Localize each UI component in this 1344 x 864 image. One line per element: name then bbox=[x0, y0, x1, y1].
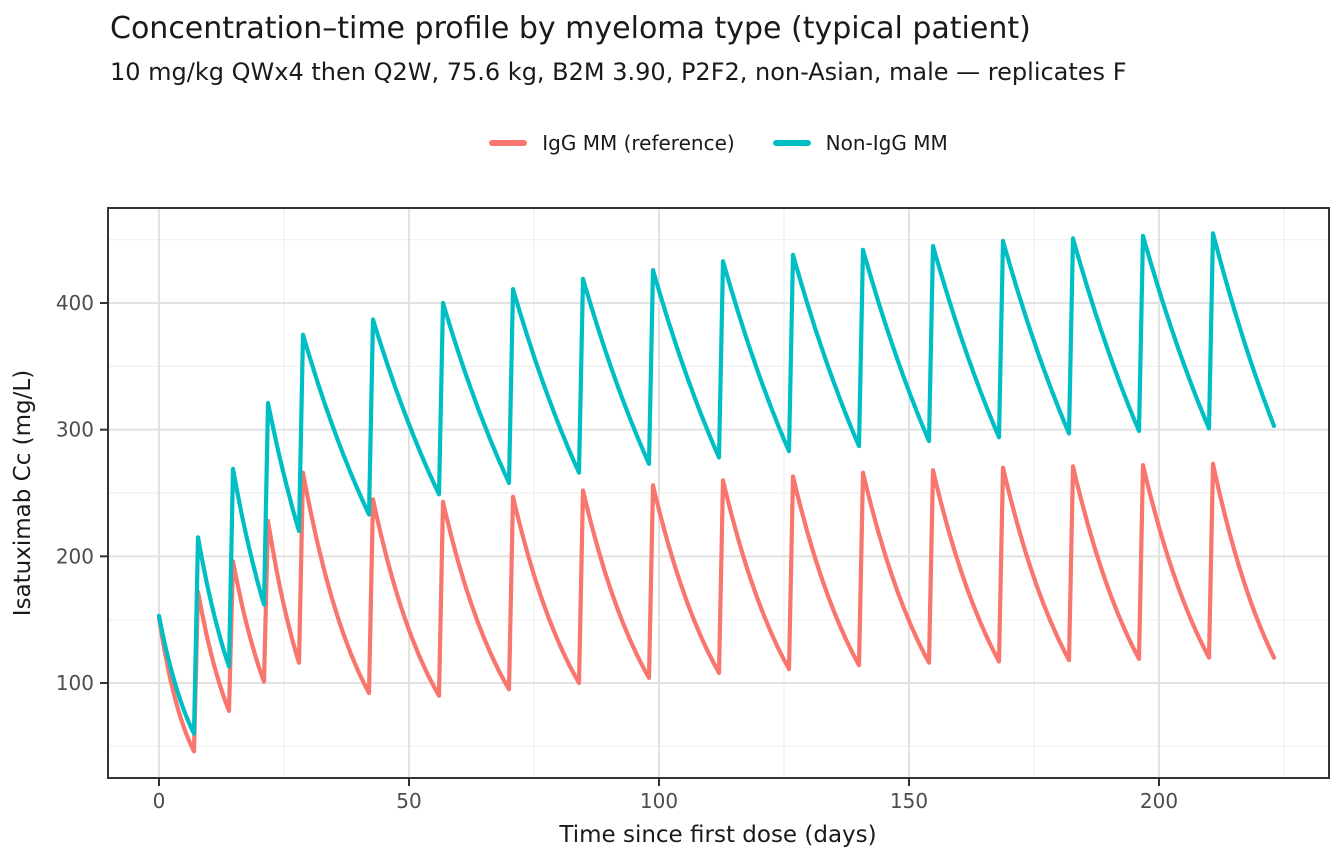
title-block: Concentration–time profile by myeloma ty… bbox=[110, 10, 1127, 86]
legend-label-igg: IgG MM (reference) bbox=[542, 131, 735, 155]
series-line-nonigg bbox=[156, 231, 1277, 736]
chart-subtitle: 10 mg/kg QWx4 then Q2W, 75.6 kg, B2M 3.9… bbox=[110, 57, 1127, 86]
legend-item-nonigg: Non-IgG MM bbox=[772, 131, 948, 155]
x-tick-label: 200 bbox=[1140, 789, 1178, 813]
y-tick-label: 300 bbox=[56, 418, 94, 442]
legend: IgG MM (reference) Non-IgG MM bbox=[108, 126, 1329, 160]
legend-item-igg: IgG MM (reference) bbox=[489, 131, 735, 155]
x-tick-label: 150 bbox=[890, 789, 928, 813]
y-tick-label: 400 bbox=[56, 291, 94, 315]
y-axis-title: Isatuximab Cc (mg/L) bbox=[10, 370, 36, 616]
y-tick-label: 100 bbox=[56, 671, 94, 695]
legend-key-line-igg bbox=[489, 140, 528, 146]
chart-title: Concentration–time profile by myeloma ty… bbox=[110, 11, 1031, 46]
legend-label-nonigg: Non-IgG MM bbox=[825, 131, 948, 155]
panel-border bbox=[107, 207, 1330, 779]
x-tick-label: 50 bbox=[396, 789, 421, 813]
legend-key-line-nonigg bbox=[772, 140, 811, 146]
x-tick-label: 100 bbox=[640, 789, 678, 813]
x-tick-label: 0 bbox=[153, 789, 166, 813]
series-line-igg bbox=[156, 461, 1277, 754]
y-tick-label: 200 bbox=[56, 544, 94, 568]
x-axis-title: Time since first dose (days) bbox=[558, 822, 876, 848]
